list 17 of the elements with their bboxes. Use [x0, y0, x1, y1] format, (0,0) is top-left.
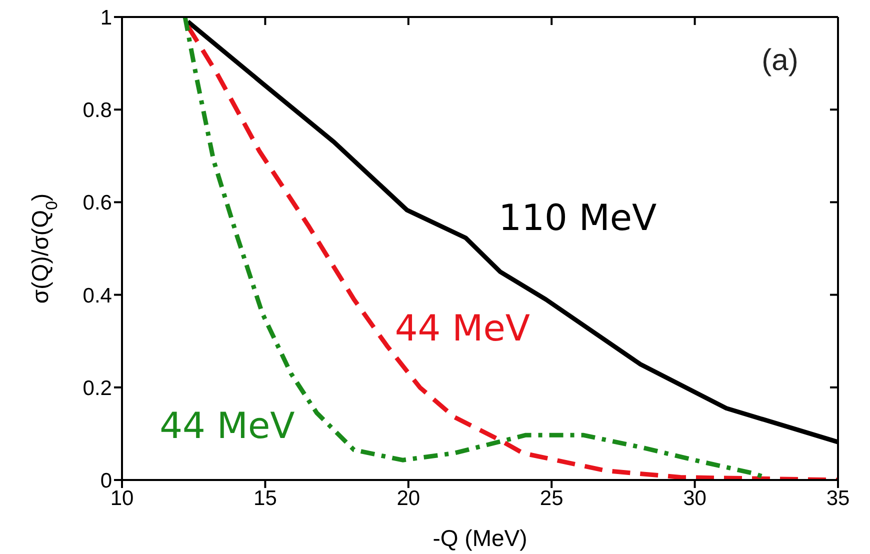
x-tick-label: 15 [254, 486, 277, 510]
y-tick-label: 0.4 [82, 284, 112, 308]
y-tick-label: 0.8 [82, 99, 112, 122]
x-tick-label: 25 [540, 486, 564, 510]
series-label: 44 MeV [160, 406, 296, 447]
y-tick-label: 1 [100, 6, 112, 30]
x-tick-label: 30 [683, 486, 706, 510]
x-tick-label: 35 [826, 486, 850, 510]
x-axis-title: -Q (MeV) [432, 525, 528, 551]
y-tick-label: 0 [100, 469, 112, 492]
series-label: 44 MeV [394, 308, 530, 350]
panel-label: (a) [762, 44, 798, 77]
series-label: 110 MeV [498, 198, 658, 239]
y-tick-label: 0.6 [82, 192, 112, 215]
y-tick-label: 0.2 [82, 376, 112, 400]
x-tick-label: 10 [110, 486, 134, 510]
x-tick-label: 20 [396, 486, 420, 510]
